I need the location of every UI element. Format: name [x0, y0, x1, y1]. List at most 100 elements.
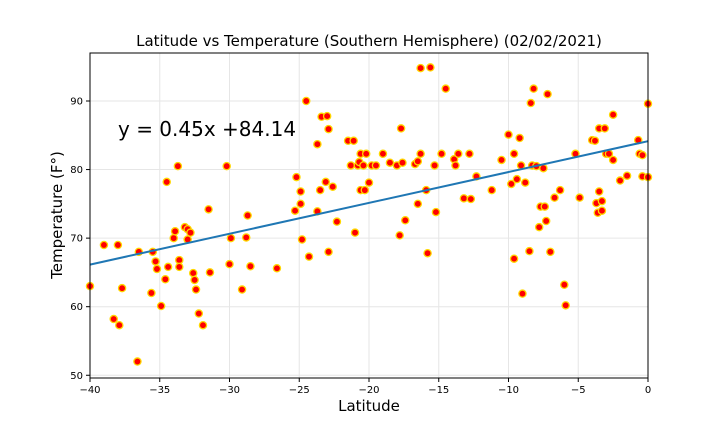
data-point	[175, 255, 184, 265]
data-point	[504, 130, 513, 139]
data-point	[608, 110, 618, 119]
data-point	[590, 136, 600, 146]
data-point	[487, 185, 497, 195]
data-point	[156, 301, 166, 311]
data-point	[541, 216, 551, 226]
data-point	[509, 254, 519, 263]
data-point	[296, 187, 305, 196]
data-point	[459, 194, 469, 203]
x-tick-label: −10	[498, 385, 519, 396]
data-point	[304, 252, 314, 261]
data-point	[350, 228, 360, 237]
data-point	[99, 240, 109, 250]
data-point	[194, 309, 204, 318]
y-tick-label: 50	[70, 371, 83, 382]
data-point	[173, 161, 183, 171]
data-point	[431, 207, 441, 217]
regression-line-group	[89, 140, 649, 266]
data-point	[222, 161, 231, 171]
data-point	[509, 149, 519, 159]
data-point	[385, 158, 395, 167]
data-point	[237, 285, 247, 294]
data-point	[622, 171, 632, 180]
grid	[89, 53, 649, 378]
data-point	[451, 161, 460, 170]
data-point	[423, 248, 432, 258]
y-axis-label: Temperature (F°)	[48, 151, 66, 280]
data-point	[416, 149, 425, 159]
data-point	[413, 157, 423, 166]
data-point	[113, 240, 123, 250]
x-tick-label: −35	[149, 385, 170, 396]
data-point	[454, 149, 463, 159]
data-point	[225, 259, 234, 269]
data-point	[525, 246, 534, 256]
data-point	[296, 199, 305, 209]
data-point	[555, 185, 565, 195]
data-point	[608, 155, 618, 165]
data-point	[324, 124, 333, 134]
data-point	[301, 96, 311, 106]
data-point	[198, 320, 208, 330]
data-point	[147, 288, 156, 298]
data-point	[321, 177, 331, 187]
x-tick-label: 0	[645, 385, 651, 396]
data-point	[204, 205, 213, 214]
data-point	[401, 216, 410, 225]
data-point	[170, 227, 180, 236]
data-point	[292, 172, 301, 182]
data-point	[615, 176, 625, 185]
data-point	[426, 63, 435, 72]
data-point	[526, 98, 536, 108]
x-tick-label: −5	[571, 385, 586, 396]
data-point	[191, 285, 201, 294]
data-point	[529, 84, 538, 93]
data-point	[430, 161, 439, 170]
data-point	[534, 222, 544, 232]
y-tick-label: 90	[70, 96, 83, 107]
y-axis-ticks: 50 60 70 80 90	[70, 96, 90, 382]
data-point	[638, 150, 647, 160]
data-point	[395, 231, 404, 240]
data-point	[241, 233, 251, 242]
data-point	[272, 264, 282, 273]
data-point	[378, 149, 388, 159]
data-point	[364, 178, 374, 187]
data-point	[465, 149, 474, 159]
data-point	[188, 268, 198, 278]
data-point	[416, 63, 425, 73]
data-point	[398, 158, 407, 167]
x-axis-ticks: −40 −35 −30 −25 −20 −15 −10 −5 0	[79, 378, 651, 396]
data-point	[520, 178, 530, 187]
data-point	[117, 283, 127, 293]
data-point	[560, 280, 569, 290]
data-point	[290, 206, 300, 215]
data-point	[162, 177, 171, 187]
data-point	[205, 268, 215, 277]
data-point	[346, 161, 356, 170]
data-point	[186, 228, 195, 237]
y-tick-label: 80	[70, 165, 83, 176]
data-point	[441, 84, 450, 93]
data-point	[328, 182, 337, 191]
data-point	[246, 261, 255, 271]
data-point	[546, 247, 555, 257]
data-point	[361, 149, 371, 159]
data-point	[115, 320, 124, 330]
chart-title: Latitude vs Temperature (Southern Hemisp…	[136, 32, 602, 50]
data-point	[597, 206, 607, 215]
data-point	[466, 194, 476, 204]
data-point	[332, 217, 342, 226]
data-point	[152, 264, 162, 274]
data-point	[297, 235, 307, 244]
data-point	[163, 262, 173, 272]
regression-line	[89, 140, 649, 266]
x-tick-label: −40	[79, 385, 100, 396]
data-point	[243, 211, 252, 220]
data-point	[349, 136, 358, 146]
y-tick-label: 60	[70, 302, 83, 313]
x-axis-label: Latitude	[338, 397, 400, 415]
data-point	[322, 111, 332, 121]
